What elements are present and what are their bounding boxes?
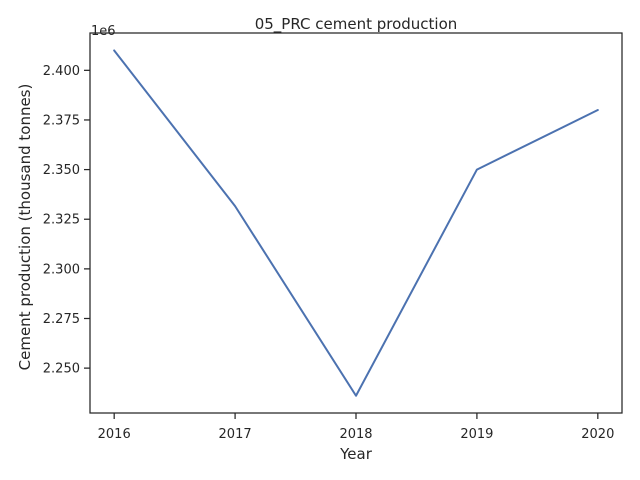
x-tick-label: 2019: [460, 427, 493, 442]
y-axis-offset-label: 1e6: [91, 24, 116, 39]
y-tick-label: 2.375: [43, 113, 80, 128]
y-tick-label: 2.300: [43, 262, 80, 277]
series-layer: [113, 49, 599, 397]
y-tick-label: 2.275: [43, 312, 80, 327]
chart-title: 05_PRC cement production: [255, 15, 458, 34]
x-axis-label: Year: [339, 445, 373, 463]
y-axis: 2.250 2.275 2.300 2.325 2.350 2.375 2.400: [43, 64, 90, 377]
x-tick-label: 2016: [98, 427, 131, 442]
x-tick-label: 2017: [219, 427, 252, 442]
y-tick-label: 2.250: [43, 362, 80, 377]
y-tick-label: 2.350: [43, 163, 80, 178]
x-tick-label: 2018: [339, 427, 372, 442]
series-line: [113, 49, 599, 397]
y-tick-label: 2.325: [43, 213, 80, 228]
y-tick-label: 2.400: [43, 64, 80, 79]
y-axis-label: Cement production (thousand tonnes): [16, 84, 34, 371]
x-axis: 2016 2017 2018 2019 2020: [98, 413, 614, 442]
x-tick-label: 2020: [581, 427, 614, 442]
